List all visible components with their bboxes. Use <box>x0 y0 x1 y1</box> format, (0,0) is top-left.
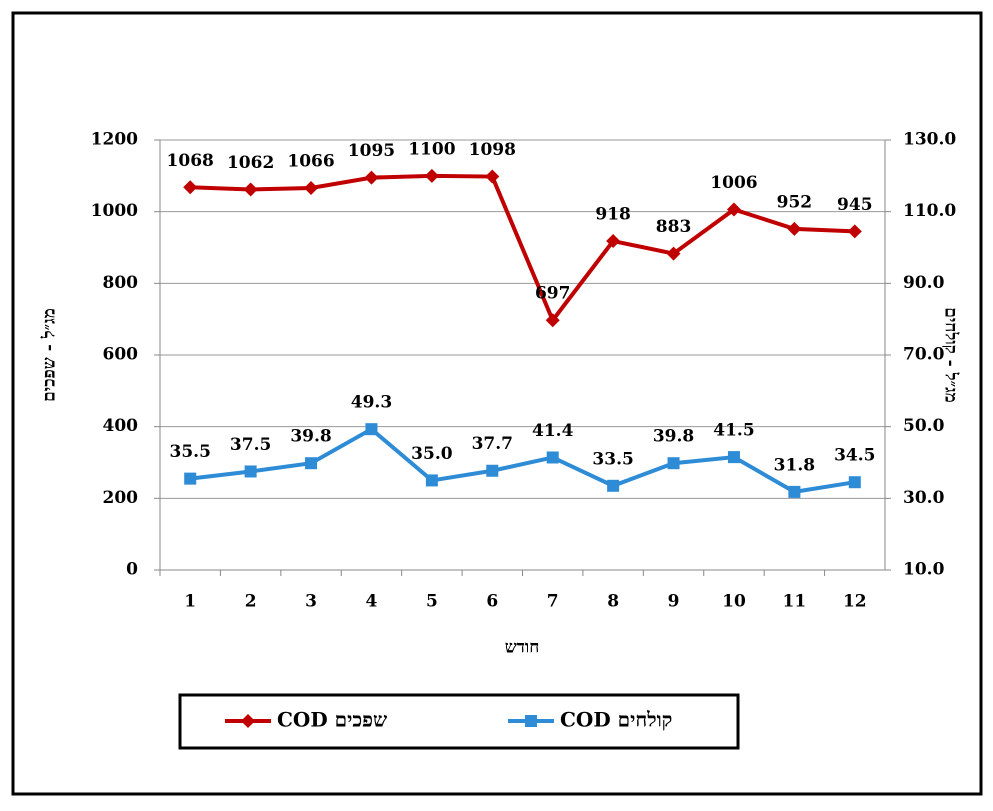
data-label: 952 <box>777 192 813 212</box>
y-tick-label: 0 <box>126 560 138 580</box>
chart-frame <box>11 11 983 796</box>
marker <box>788 485 801 498</box>
marker <box>304 181 319 196</box>
x-tick-label: 6 <box>486 592 498 612</box>
x-tick-label: 10 <box>722 592 746 612</box>
y-tick-label: 1000 <box>91 201 138 221</box>
marker <box>848 476 861 489</box>
data-label: 39.8 <box>653 427 694 447</box>
marker <box>365 423 378 436</box>
marker <box>183 180 198 195</box>
marker <box>667 457 680 470</box>
marker <box>525 715 537 727</box>
data-label: 41.5 <box>713 421 754 441</box>
data-label: 918 <box>595 205 631 225</box>
y2-tick-label: 10.0 <box>903 560 945 580</box>
series-line <box>190 173 855 325</box>
data-label: 35.0 <box>411 444 453 464</box>
marker <box>243 182 258 197</box>
x-tick-label: 9 <box>668 592 680 612</box>
legend <box>178 693 740 750</box>
marker <box>546 451 559 464</box>
marker <box>726 202 741 217</box>
marker <box>607 479 620 492</box>
data-label: 41.4 <box>532 421 574 441</box>
y-tick-label: 200 <box>103 488 139 508</box>
y-tick-label: 400 <box>103 416 139 436</box>
x-tick-label: 8 <box>607 592 619 612</box>
data-label: 34.5 <box>834 446 875 466</box>
data-label: 945 <box>837 195 873 215</box>
marker <box>545 313 560 328</box>
marker <box>486 464 499 477</box>
data-label: 49.3 <box>351 393 392 413</box>
marker <box>305 457 318 470</box>
data-label: 37.7 <box>472 434 513 454</box>
data-label: 31.8 <box>774 455 815 475</box>
marker <box>727 451 740 464</box>
marker <box>787 221 802 236</box>
y-tick-label: 1200 <box>91 130 138 150</box>
x-tick-label: 1 <box>184 592 196 612</box>
x-tick-label: 2 <box>245 592 257 612</box>
marker <box>485 169 500 184</box>
data-label: 1062 <box>227 153 274 173</box>
x-tick-label: 3 <box>305 592 317 612</box>
y-tick-label: 600 <box>103 345 139 365</box>
data-label: 1100 <box>408 139 455 159</box>
y2-tick-label: 70.0 <box>903 345 945 365</box>
y-tick-label: 800 <box>103 273 139 293</box>
data-label: 39.8 <box>290 427 331 447</box>
data-label: 35.5 <box>170 442 211 462</box>
data-label: 1068 <box>167 151 214 171</box>
series-line <box>189 426 856 494</box>
y2-tick-label: 110.0 <box>903 201 956 221</box>
y2-tick-label: 30.0 <box>903 488 945 508</box>
marker <box>241 714 255 728</box>
legend-label: שפכים COD <box>277 708 387 732</box>
x-tick-label: 5 <box>426 592 438 612</box>
x-tick-label: 7 <box>547 592 559 612</box>
marker <box>424 168 439 183</box>
data-label: 1006 <box>710 173 757 193</box>
data-label: 1095 <box>348 141 395 161</box>
legend-label: קולחים COD <box>560 708 672 732</box>
data-label: 37.5 <box>230 435 271 455</box>
y-axis-title: מג״ל - שפכים <box>40 308 60 402</box>
data-label: 883 <box>656 217 692 237</box>
data-label: 697 <box>535 284 571 304</box>
data-label: 33.5 <box>592 449 633 469</box>
data-label: 1098 <box>469 140 516 160</box>
y2-axis-title: מג״ל - קולחים <box>941 307 961 403</box>
marker <box>666 246 681 261</box>
marker <box>184 472 197 485</box>
x-tick-label: 11 <box>783 592 807 612</box>
marker <box>364 170 379 185</box>
y2-tick-label: 130.0 <box>903 130 956 150</box>
y2-tick-label: 90.0 <box>903 273 945 293</box>
x-tick-label: 12 <box>843 592 867 612</box>
x-axis-title: חודש <box>505 638 540 658</box>
marker <box>606 234 621 249</box>
x-tick-label: 4 <box>366 592 378 612</box>
marker <box>425 474 438 487</box>
marker <box>244 465 257 478</box>
y2-tick-label: 50.0 <box>903 416 945 436</box>
marker <box>847 224 862 239</box>
data-label: 1066 <box>287 152 334 172</box>
